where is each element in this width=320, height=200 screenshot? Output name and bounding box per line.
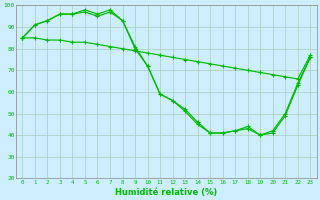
- X-axis label: Humidité relative (%): Humidité relative (%): [115, 188, 218, 197]
